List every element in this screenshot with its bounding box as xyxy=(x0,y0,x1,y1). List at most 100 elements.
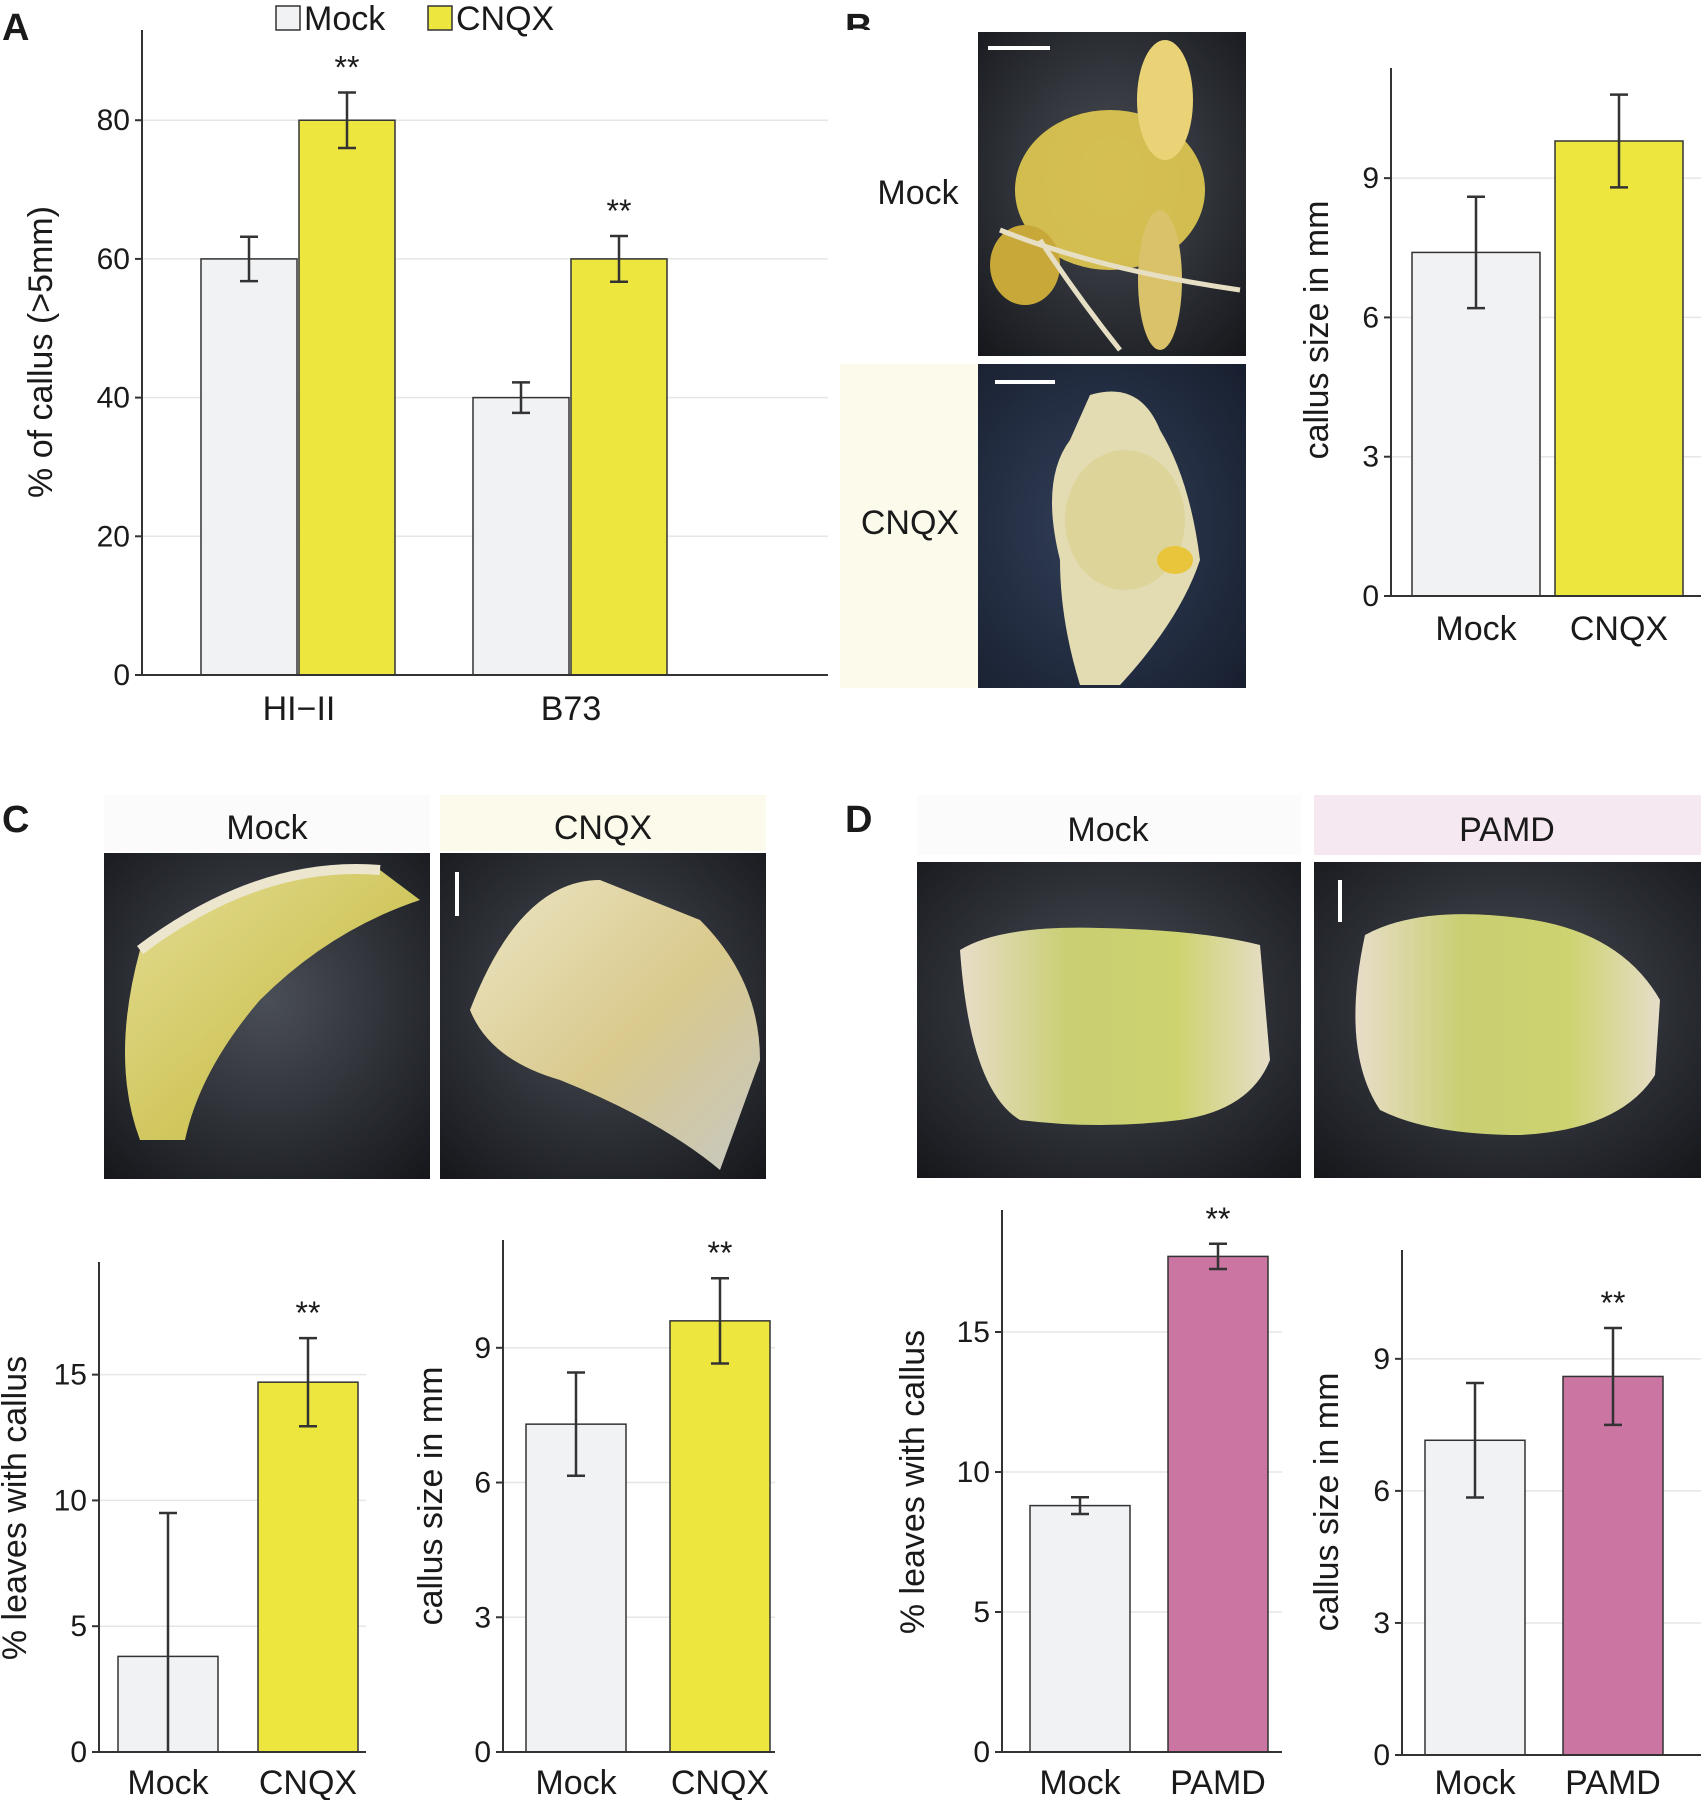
y-tick-label: 0 xyxy=(474,1736,491,1769)
bar xyxy=(1167,1255,1269,1753)
chart-c-right: ** 0 3 6 9 Mock CNQX callus size in mm xyxy=(412,1235,775,1800)
bar xyxy=(570,258,668,676)
bars-c-left xyxy=(117,1381,359,1753)
y-tick-label: 80 xyxy=(97,104,130,137)
y-tick-label: 3 xyxy=(474,1601,491,1634)
bar xyxy=(298,119,396,676)
photo-header-d-mock xyxy=(917,795,1301,855)
y-tick-label: 15 xyxy=(54,1359,87,1392)
photo-b-cnqx xyxy=(978,364,1246,688)
y-tick-label: 0 xyxy=(973,1736,990,1769)
x-tick-label: CNQX xyxy=(1570,610,1668,648)
significance-d-right: ** xyxy=(1601,1285,1626,1321)
significance-marker: ** xyxy=(1206,1201,1231,1237)
errorbars-c-left xyxy=(159,1336,317,1752)
y-ticks-d-right: 0 3 6 9 xyxy=(1373,1343,1402,1772)
bar xyxy=(1411,251,1541,597)
significance-c-right: ** xyxy=(708,1235,733,1271)
bar xyxy=(200,258,298,676)
bar xyxy=(669,1320,771,1753)
y-axis-title-d-right: callus size in mm xyxy=(1308,1373,1346,1632)
errorbars-b xyxy=(1467,93,1628,310)
y-axis-title-b: callus size in mm xyxy=(1298,201,1336,460)
y-tick-label: 10 xyxy=(54,1484,87,1517)
y-tick-label: 5 xyxy=(973,1596,990,1629)
chart-c-left: ** 0 5 10 15 Mock CNQX % leaves with callus xyxy=(0,1262,366,1800)
y-axis-title-d-left: % leaves with callus xyxy=(894,1330,932,1634)
bar xyxy=(1554,140,1684,597)
legend-label-cnqx: CNQX xyxy=(456,0,554,38)
scale-bar-c xyxy=(455,872,459,916)
significance-marker: ** xyxy=(1601,1285,1626,1321)
legend-swatch-mock xyxy=(275,5,301,31)
y-tick-label: 3 xyxy=(1362,441,1379,474)
x-labels-d-left: Mock PAMD xyxy=(1039,1764,1265,1800)
x-tick-label: B73 xyxy=(541,690,602,728)
y-ticks-a: 0 20 40 60 80 xyxy=(97,104,142,692)
significance-marker: ** xyxy=(335,49,360,85)
scale-bar-d xyxy=(1338,880,1342,922)
panel-label-c: C xyxy=(2,799,29,841)
photo-label-b-cnqx: CNQX xyxy=(861,504,959,542)
bars-d-right xyxy=(1424,1375,1664,1756)
errorbars-c-right xyxy=(567,1276,729,1478)
y-tick-label: 9 xyxy=(1373,1343,1390,1376)
scale-bar-b-cnqx xyxy=(995,380,1055,384)
significance-marker: ** xyxy=(296,1295,321,1331)
bars-c-right xyxy=(525,1320,771,1753)
y-tick-label: 6 xyxy=(474,1467,491,1500)
scale-bar-b-mock xyxy=(988,46,1050,50)
bar xyxy=(257,1381,359,1753)
y-axis-title-c-right: callus size in mm xyxy=(412,1367,450,1626)
y-tick-label: 10 xyxy=(957,1456,990,1489)
y-tick-label: 0 xyxy=(113,659,130,692)
chart-b: 0 3 6 9 Mock CNQX callus size in mm xyxy=(1298,68,1701,648)
photo-group-c: Mock CNQX xyxy=(104,795,766,1179)
photo-d-mock xyxy=(917,862,1301,1178)
photo-label-d-pamd: PAMD xyxy=(1459,811,1555,849)
photo-header-c-cnqx xyxy=(440,795,766,851)
y-tick-label: 9 xyxy=(1362,162,1379,195)
y-axis-title-c-left: % leaves with callus xyxy=(0,1356,34,1660)
legend-swatch-cnqx xyxy=(427,5,453,31)
x-tick-label: Mock xyxy=(1434,1764,1516,1800)
photo-label-c-mock: Mock xyxy=(226,809,308,847)
x-tick-label: CNQX xyxy=(259,1764,357,1800)
bar xyxy=(1562,1375,1664,1756)
y-tick-label: 20 xyxy=(97,520,130,553)
x-tick-label: PAMD xyxy=(1170,1764,1266,1800)
y-tick-label: 15 xyxy=(957,1316,990,1349)
bar xyxy=(1029,1504,1131,1753)
y-tick-label: 5 xyxy=(70,1610,87,1643)
photo-d-pamd xyxy=(1314,862,1701,1178)
x-tick-label: CNQX xyxy=(671,1764,769,1800)
chart-a: ** ** 0 20 40 60 80 HI−II B73 % of callus (>5m… xyxy=(22,30,828,728)
x-labels-c-right: Mock CNQX xyxy=(535,1764,769,1800)
significance-a: ** ** xyxy=(335,49,632,229)
x-tick-label: Mock xyxy=(1039,1764,1121,1800)
x-labels-d-right: Mock PAMD xyxy=(1434,1764,1660,1800)
errorbars-d-left xyxy=(1071,1242,1227,1516)
bars-b xyxy=(1411,140,1684,597)
significance-d-left: ** xyxy=(1206,1201,1231,1237)
x-labels-b: Mock CNQX xyxy=(1435,610,1668,648)
photo-label-d-mock: Mock xyxy=(1067,811,1149,849)
x-tick-label: HI−II xyxy=(263,690,336,728)
photo-label-box-b-cnqx xyxy=(840,364,980,688)
y-tick-label: 6 xyxy=(1362,301,1379,334)
y-axis-title-a: % of callus (>5mm) xyxy=(22,206,60,498)
y-tick-label: 0 xyxy=(1362,580,1379,613)
photo-group-b: Mock CNQX xyxy=(840,30,1246,688)
errorbars-a xyxy=(240,91,628,415)
x-tick-label: PAMD xyxy=(1565,1764,1661,1800)
x-tick-label: Mock xyxy=(1435,610,1517,648)
photo-label-b-mock: Mock xyxy=(877,174,959,212)
significance-c-left: ** xyxy=(296,1295,321,1331)
bars-a xyxy=(200,119,668,676)
x-labels-c-left: Mock CNQX xyxy=(127,1764,357,1800)
panel-label-d: D xyxy=(845,799,872,841)
photo-c-cnqx xyxy=(440,853,766,1179)
photo-label-c-cnqx: CNQX xyxy=(554,809,652,847)
y-tick-label: 6 xyxy=(1373,1475,1390,1508)
